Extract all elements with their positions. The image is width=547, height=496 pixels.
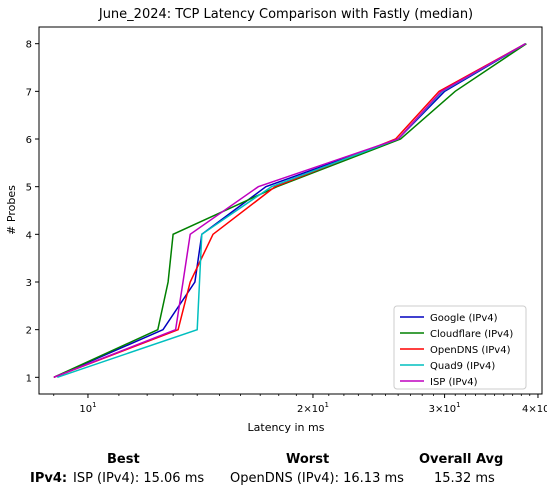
x-axis-label: Latency in ms bbox=[248, 421, 325, 434]
legend-label: OpenDNS (IPv4) bbox=[430, 345, 511, 356]
worst-value: OpenDNS (IPv4): 16.13 ms bbox=[230, 471, 404, 486]
y-tick-label: 7 bbox=[26, 87, 32, 98]
chart-title: June_2024: TCP Latency Comparison with F… bbox=[98, 7, 473, 22]
y-tick-label: 3 bbox=[26, 278, 32, 289]
legend-label: ISP (IPv4) bbox=[430, 377, 478, 388]
x-tick-label: 2×101 bbox=[297, 401, 329, 415]
row-label: IPv4: bbox=[30, 471, 68, 486]
best-value: ISP (IPv4): 15.06 ms bbox=[73, 471, 205, 486]
series-line-4 bbox=[53, 43, 526, 378]
y-tick-label: 6 bbox=[26, 135, 32, 146]
legend: Google (IPv4) Cloudflare (IPv4) OpenDNS (I… bbox=[393, 305, 527, 390]
legend-label: Quad9 (IPv4) bbox=[430, 361, 495, 372]
legend-box bbox=[393, 305, 527, 390]
overall-value: 15.32 ms bbox=[434, 471, 495, 486]
y-tick-label: 8 bbox=[26, 40, 32, 51]
x-tick-label: 4×101 bbox=[522, 401, 547, 415]
latency-chart: June_2024: TCP Latency Comparison with F… bbox=[5, 7, 547, 434]
x-tick-label: 101 bbox=[79, 401, 96, 415]
series-layer bbox=[53, 43, 527, 379]
series-line-0 bbox=[53, 43, 526, 378]
legend-label: Cloudflare (IPv4) bbox=[430, 329, 513, 340]
y-tick-label: 4 bbox=[26, 230, 32, 241]
x-axis: 101 2×101 3×101 4×101 bbox=[53, 394, 547, 415]
legend-label: Google (IPv4) bbox=[430, 313, 498, 324]
y-tick-label: 1 bbox=[26, 373, 32, 384]
x-tick-label: 3×101 bbox=[429, 401, 461, 415]
y-axis-label: # Probes bbox=[5, 185, 18, 235]
series-line-2 bbox=[53, 43, 526, 379]
worst-header: Worst bbox=[286, 452, 330, 467]
best-header: Best bbox=[107, 452, 140, 467]
y-axis: 1 2 3 4 5 6 7 8 bbox=[26, 40, 39, 384]
plot-frame bbox=[38, 26, 543, 395]
y-tick-label: 5 bbox=[26, 183, 32, 194]
overall-header: Overall Avg bbox=[419, 452, 504, 467]
y-tick-label: 2 bbox=[26, 326, 32, 337]
